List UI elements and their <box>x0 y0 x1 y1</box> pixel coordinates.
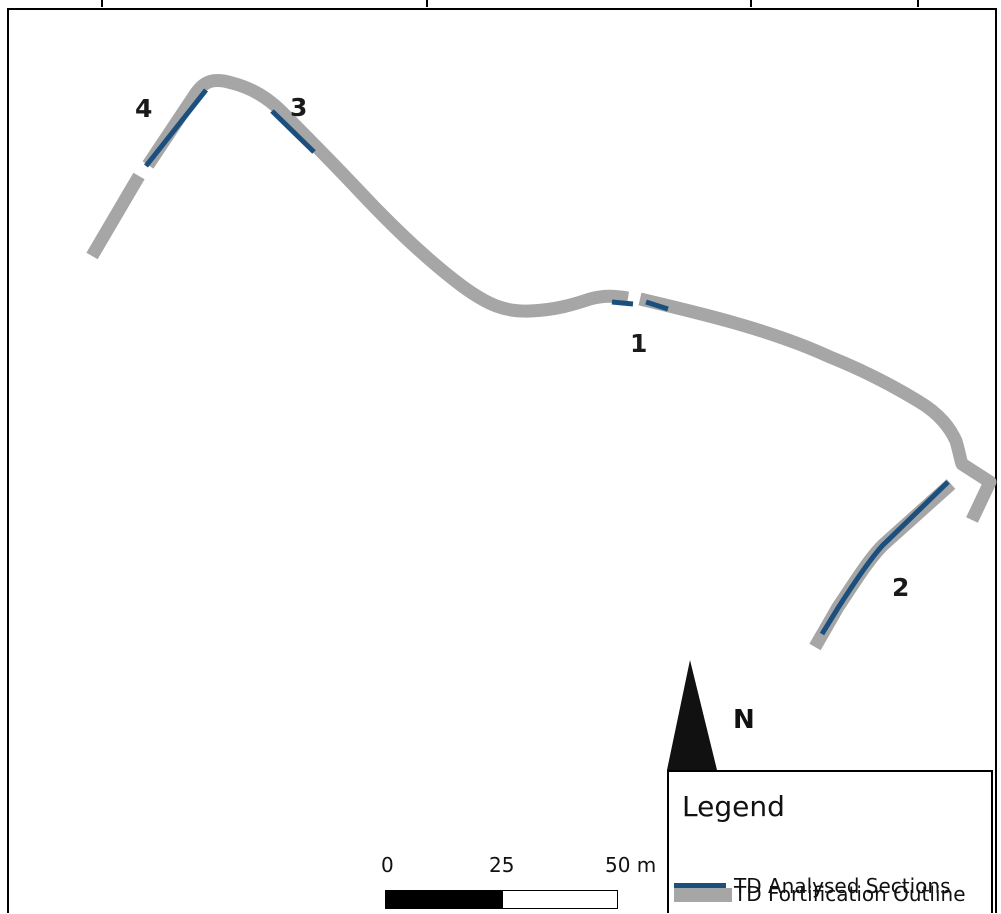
top-tick <box>750 0 752 7</box>
top-tick <box>426 0 428 7</box>
legend-swatch-analysed <box>674 883 726 888</box>
analysed-section-1 <box>645 299 669 312</box>
scale-bar-black-segment <box>385 890 502 909</box>
fortification-outline-segment <box>86 172 145 260</box>
legend-label: TD Fortification Outline <box>734 882 966 906</box>
scale-label-50: 50 m <box>605 853 657 877</box>
scale-bar-white-segment <box>502 890 618 909</box>
section-label-1: 1 <box>630 329 648 358</box>
north-label: N <box>733 705 755 735</box>
scale-bar <box>385 890 618 909</box>
analysed-section-2 <box>819 480 950 636</box>
top-border-strip <box>0 0 1001 8</box>
legend-title: Legend <box>682 790 785 823</box>
top-tick <box>101 0 103 7</box>
section-label-2: 2 <box>892 573 910 602</box>
map-frame <box>7 8 997 913</box>
legend: Legend TD Analysed Sections TD Fortifica… <box>667 770 993 913</box>
fortification-outline <box>86 74 997 651</box>
section-label-4: 4 <box>135 94 153 123</box>
scale-label-25: 25 <box>489 853 515 877</box>
fortification-outline-segment <box>142 74 629 318</box>
section-label-3: 3 <box>290 93 308 122</box>
fortification-outline-segment <box>809 479 956 651</box>
legend-label: TD Analysed Sections <box>734 874 951 898</box>
analysed-section-4 <box>144 88 208 168</box>
fortification-outline-segment <box>638 292 997 523</box>
legend-item-fortification-outline: TD Fortification Outline <box>674 880 992 914</box>
top-tick <box>917 0 919 7</box>
analysed-sections <box>144 88 950 636</box>
north-arrow-icon <box>667 660 717 770</box>
scale-label-0: 0 <box>381 853 394 877</box>
legend-swatch-outline <box>674 888 732 902</box>
analysed-section-1 <box>611 299 634 307</box>
legend-item-analysed-sections: TD Analysed Sections <box>674 874 992 904</box>
analysed-section-3 <box>270 109 316 154</box>
